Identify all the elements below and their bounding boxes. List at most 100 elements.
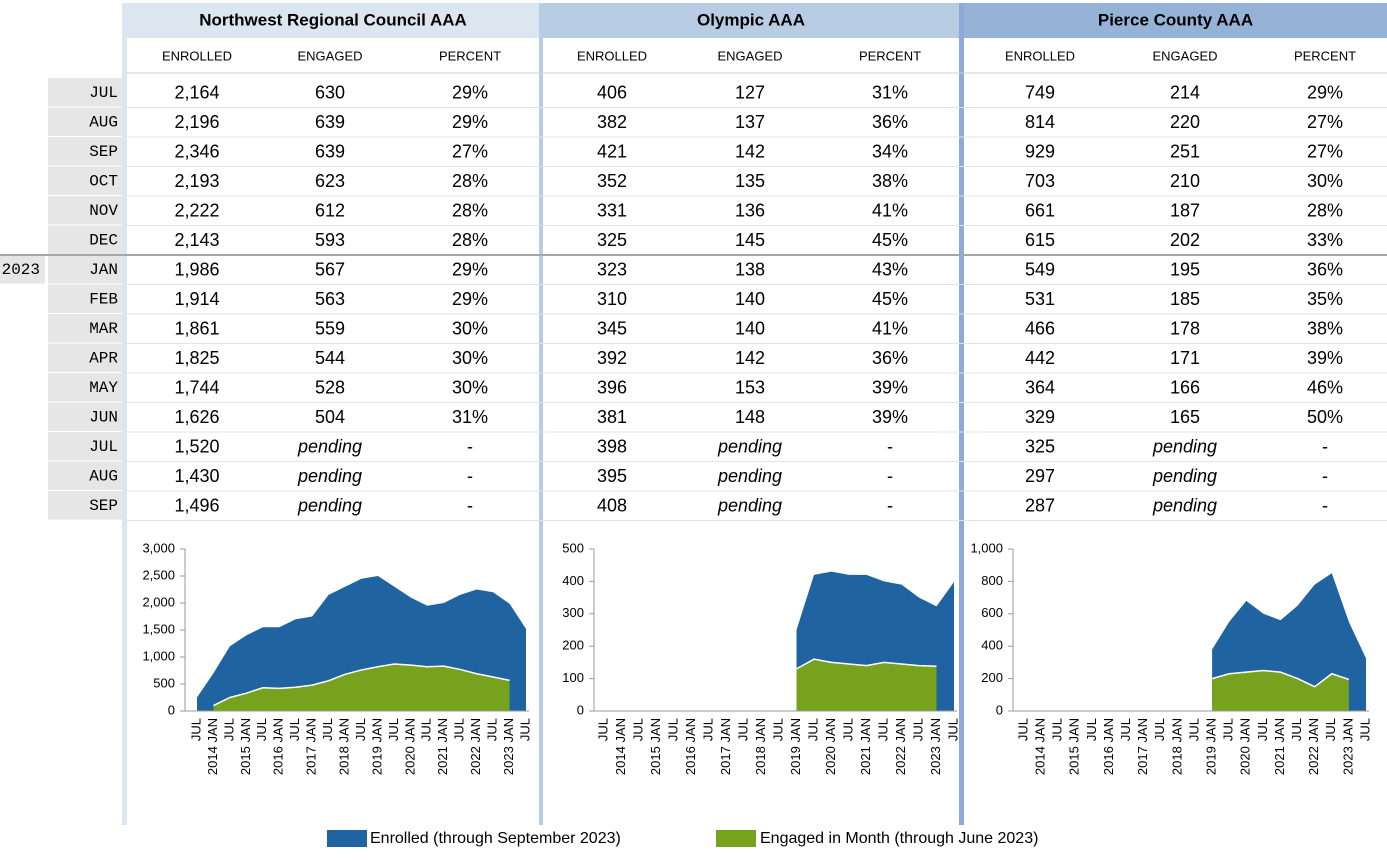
x-tick-label: 2020 JAN [823,718,838,775]
cell: 325 [1025,437,1055,457]
cell: pending [717,437,782,457]
cell: 1,520 [174,437,219,457]
cell: 382 [597,112,627,132]
cell: 30% [452,378,488,398]
cell: 1,744 [174,378,219,398]
x-tick-label: 2016 JAN [683,718,698,775]
month-label: DEC [89,231,118,249]
x-tick-label: 2022 JAN [1306,718,1321,775]
cell: - [467,437,473,457]
cell: 1,626 [174,407,219,427]
month-cell [48,314,122,343]
x-tick-label: JUL [1084,718,1099,741]
month-label: JAN [89,261,118,279]
year-cell [0,255,45,284]
month-label: OCT [89,172,118,190]
x-tick-label: 2020 JAN [1238,718,1253,775]
x-tick-label: JUL [1289,718,1304,741]
cell: 195 [1170,260,1200,280]
cell: 331 [597,201,627,221]
x-tick-label: 2023 JAN [1340,718,1355,775]
cell: 31% [452,407,488,427]
x-tick-label: 2016 JAN [1101,718,1116,775]
month-cell [48,491,122,520]
x-tick-label: JUL [875,718,890,741]
cell: 28% [452,171,488,191]
cell: 623 [315,171,345,191]
x-tick-label: 2022 JAN [893,718,908,775]
x-tick-label: 2014 JAN [613,718,628,775]
x-tick-label: JUL [665,718,680,741]
cell: 567 [315,260,345,280]
header-bg [125,3,539,38]
cell: 442 [1025,348,1055,368]
x-tick-label: 2018 JAN [1169,718,1184,775]
x-tick-label: JUL [840,718,855,741]
cell: 287 [1025,496,1055,516]
cell: 814 [1025,112,1055,132]
cell: 528 [315,378,345,398]
cell: 352 [597,171,627,191]
x-tick-label: JUL [1118,718,1133,741]
x-tick-label: 2015 JAN [238,718,253,775]
x-tick-label: JUL [188,718,203,741]
x-tick-label: JUL [700,718,715,741]
cell: - [1322,437,1328,457]
x-tick-label: 2018 JAN [753,718,768,775]
x-tick-label: JUL [1357,718,1372,741]
cell: 136 [735,201,765,221]
x-tick-label: JUL [945,718,960,741]
cell: 323 [597,260,627,280]
cell: pending [297,437,362,457]
x-tick-label: JUL [910,718,925,741]
x-tick-label: 2019 JAN [369,718,384,775]
y-tick-label: 100 [562,670,584,685]
cell: 46% [1307,378,1343,398]
cell: 178 [1170,319,1200,339]
divider [959,3,964,825]
y-tick-label: 600 [981,605,1003,620]
cell: 408 [597,496,627,516]
cell: 2,346 [174,142,219,162]
header-bg [543,3,959,38]
area-edge [213,663,510,707]
cell: 364 [1025,378,1055,398]
x-tick-label: 2017 JAN [304,718,319,775]
cell: 2,164 [174,83,219,103]
x-tick-label: JUL [770,718,785,741]
y-tick-label: 1,000 [142,648,175,663]
cell: 127 [735,83,765,103]
cell: 329 [1025,407,1055,427]
x-tick-label: JUL [805,718,820,741]
month-label: SEP [89,143,118,161]
legend-swatch [716,830,756,847]
cell: 406 [597,83,627,103]
cell: 140 [735,319,765,339]
cell: 27% [452,142,488,162]
y-tick-label: 800 [981,573,1003,588]
cell: 466 [1025,319,1055,339]
x-tick-label: JUL [1221,718,1236,741]
column-header: ENGAGED [1152,48,1217,63]
cell: 33% [1307,230,1343,250]
cell: 392 [597,348,627,368]
month-label: SEP [89,497,118,515]
cell: 34% [872,142,908,162]
cell: pending [717,466,782,486]
cell: 137 [735,112,765,132]
x-tick-label: JUL [1050,718,1065,741]
x-tick-label: 2020 JAN [402,718,417,775]
cell: 395 [597,466,627,486]
cell: 153 [735,378,765,398]
cell: 251 [1170,142,1200,162]
legend-label: Enrolled (through September 2023) [370,830,621,847]
cell: 1,914 [174,289,219,309]
cell: pending [1152,437,1217,457]
x-tick-label: JUL [386,718,401,741]
cell: 36% [872,112,908,132]
x-tick-label: JUL [254,718,269,741]
cell: 2,222 [174,201,219,221]
x-tick-label: JUL [630,718,645,741]
y-tick-label: 300 [562,605,584,620]
column-header: ENROLLED [162,48,232,63]
